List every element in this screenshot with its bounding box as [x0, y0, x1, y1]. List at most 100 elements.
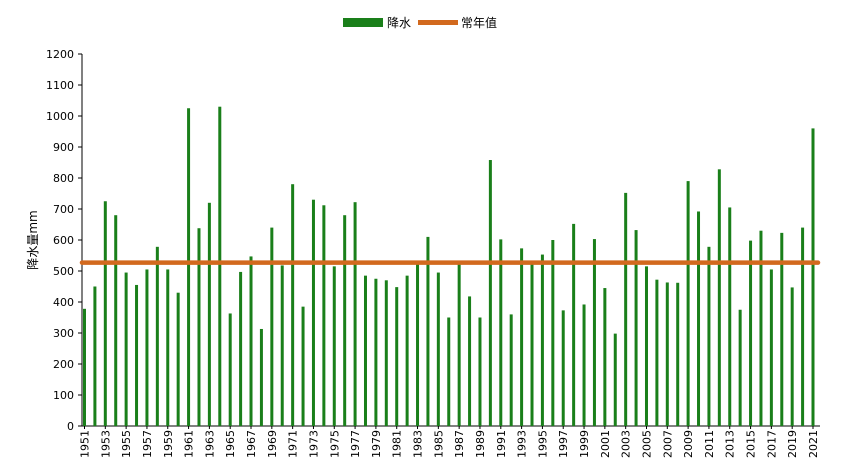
- bar-1987: [457, 264, 461, 426]
- legend-label-bar: 降水: [387, 16, 411, 30]
- bar-1952: [93, 286, 97, 426]
- bar-2020: [801, 227, 805, 426]
- bar-1990: [488, 160, 492, 426]
- y-tick-label: 1000: [46, 110, 74, 123]
- bar-2005: [644, 266, 648, 426]
- bar-1959: [166, 269, 170, 426]
- bar-2013: [728, 207, 732, 426]
- bar-1954: [114, 215, 118, 426]
- bar-1951: [83, 308, 86, 426]
- bar-2015: [749, 240, 753, 426]
- bar-1979: [374, 278, 378, 426]
- bar-1960: [176, 292, 180, 426]
- x-tick-label: 1967: [245, 430, 258, 458]
- y-tick-label: 600: [53, 234, 74, 247]
- bar-2004: [634, 230, 638, 426]
- bar-1955: [124, 272, 128, 426]
- bar-2021: [811, 128, 815, 426]
- bar-2011: [707, 246, 711, 426]
- y-tick-label: 1100: [46, 79, 74, 92]
- bar-1989: [478, 317, 482, 426]
- x-tick-label: 2013: [724, 430, 737, 458]
- bar-2016: [759, 230, 763, 426]
- bar-1971: [291, 184, 295, 426]
- x-tick-label: 1955: [120, 430, 133, 458]
- bar-series: [83, 106, 815, 426]
- x-tick-label: 2021: [807, 430, 820, 458]
- legend-label-line: 常年值: [461, 15, 497, 30]
- bar-1981: [395, 287, 399, 426]
- y-tick-label: 400: [53, 296, 74, 309]
- bar-1970: [280, 265, 284, 426]
- bar-1994: [530, 261, 534, 426]
- bar-1991: [499, 239, 503, 426]
- bar-1997: [561, 310, 565, 426]
- bar-1973: [311, 199, 315, 426]
- bar-1992: [509, 314, 513, 426]
- y-tick-label: 500: [53, 265, 74, 278]
- x-tick-label: 1963: [203, 430, 216, 458]
- bar-1962: [197, 228, 201, 426]
- x-tick-label: 1999: [578, 430, 591, 458]
- x-tick-label: 1965: [224, 430, 237, 458]
- bar-1964: [218, 106, 222, 426]
- bar-1995: [540, 254, 544, 426]
- x-tick-label: 1993: [516, 430, 529, 458]
- x-tick-label: 1977: [349, 430, 362, 458]
- y-tick-label: 800: [53, 172, 74, 185]
- bar-1976: [343, 215, 347, 426]
- x-tick-label: 1951: [79, 430, 92, 458]
- x-tick-label: 2007: [661, 430, 674, 458]
- bar-2017: [769, 269, 773, 426]
- bar-2002: [613, 333, 617, 426]
- bar-1966: [239, 271, 243, 426]
- bar-1958: [155, 246, 159, 426]
- bar-1999: [582, 304, 586, 426]
- bar-1963: [207, 202, 211, 426]
- bar-1993: [520, 248, 524, 426]
- x-tick-label: 2019: [786, 430, 799, 458]
- y-tick-label: 900: [53, 141, 74, 154]
- bar-2019: [790, 287, 794, 426]
- y-tick-label: 1200: [46, 48, 74, 61]
- bar-1996: [551, 240, 555, 426]
- x-tick-label: 1975: [328, 430, 341, 458]
- legend: 降水 常年值: [343, 15, 497, 30]
- bar-1982: [405, 275, 409, 426]
- bar-1986: [447, 317, 451, 426]
- bar-2018: [780, 232, 784, 426]
- bar-2006: [655, 279, 659, 426]
- x-ticks: 1951 1953 1955 1957 1959 1961 1963 1965 1967 1969…: [79, 426, 820, 458]
- bar-1978: [363, 275, 367, 426]
- bar-1974: [322, 205, 326, 426]
- x-tick-label: 1973: [307, 430, 320, 458]
- bar-1983: [416, 264, 420, 426]
- x-tick-label: 1983: [412, 430, 425, 458]
- bar-1967: [249, 256, 253, 426]
- x-tick-label: 1981: [391, 430, 404, 458]
- bar-2009: [686, 181, 690, 426]
- x-tick-label: 2015: [745, 430, 758, 458]
- x-tick-label: 2005: [640, 430, 653, 458]
- bar-1956: [135, 284, 139, 426]
- bar-1969: [270, 227, 274, 426]
- bar-1977: [353, 202, 357, 426]
- bar-1968: [259, 328, 263, 426]
- bar-1961: [187, 108, 191, 426]
- x-tick-label: 1957: [141, 430, 154, 458]
- x-tick-label: 1961: [183, 430, 196, 458]
- x-tick-label: 2011: [703, 430, 716, 458]
- x-tick-label: 1979: [370, 430, 383, 458]
- x-tick-label: 1991: [495, 430, 508, 458]
- x-tick-label: 1959: [162, 430, 175, 458]
- y-tick-label: 200: [53, 358, 74, 371]
- x-tick-label: 1997: [557, 430, 570, 458]
- bar-1998: [572, 223, 576, 426]
- bar-2008: [676, 282, 680, 426]
- bar-2007: [665, 282, 669, 426]
- y-ticks: 0 100 200 300 400 500 600 700 800 900 1000 1100 1200: [46, 48, 82, 433]
- bar-1975: [332, 266, 336, 426]
- bar-2003: [624, 192, 628, 426]
- x-tick-label: 1987: [453, 430, 466, 458]
